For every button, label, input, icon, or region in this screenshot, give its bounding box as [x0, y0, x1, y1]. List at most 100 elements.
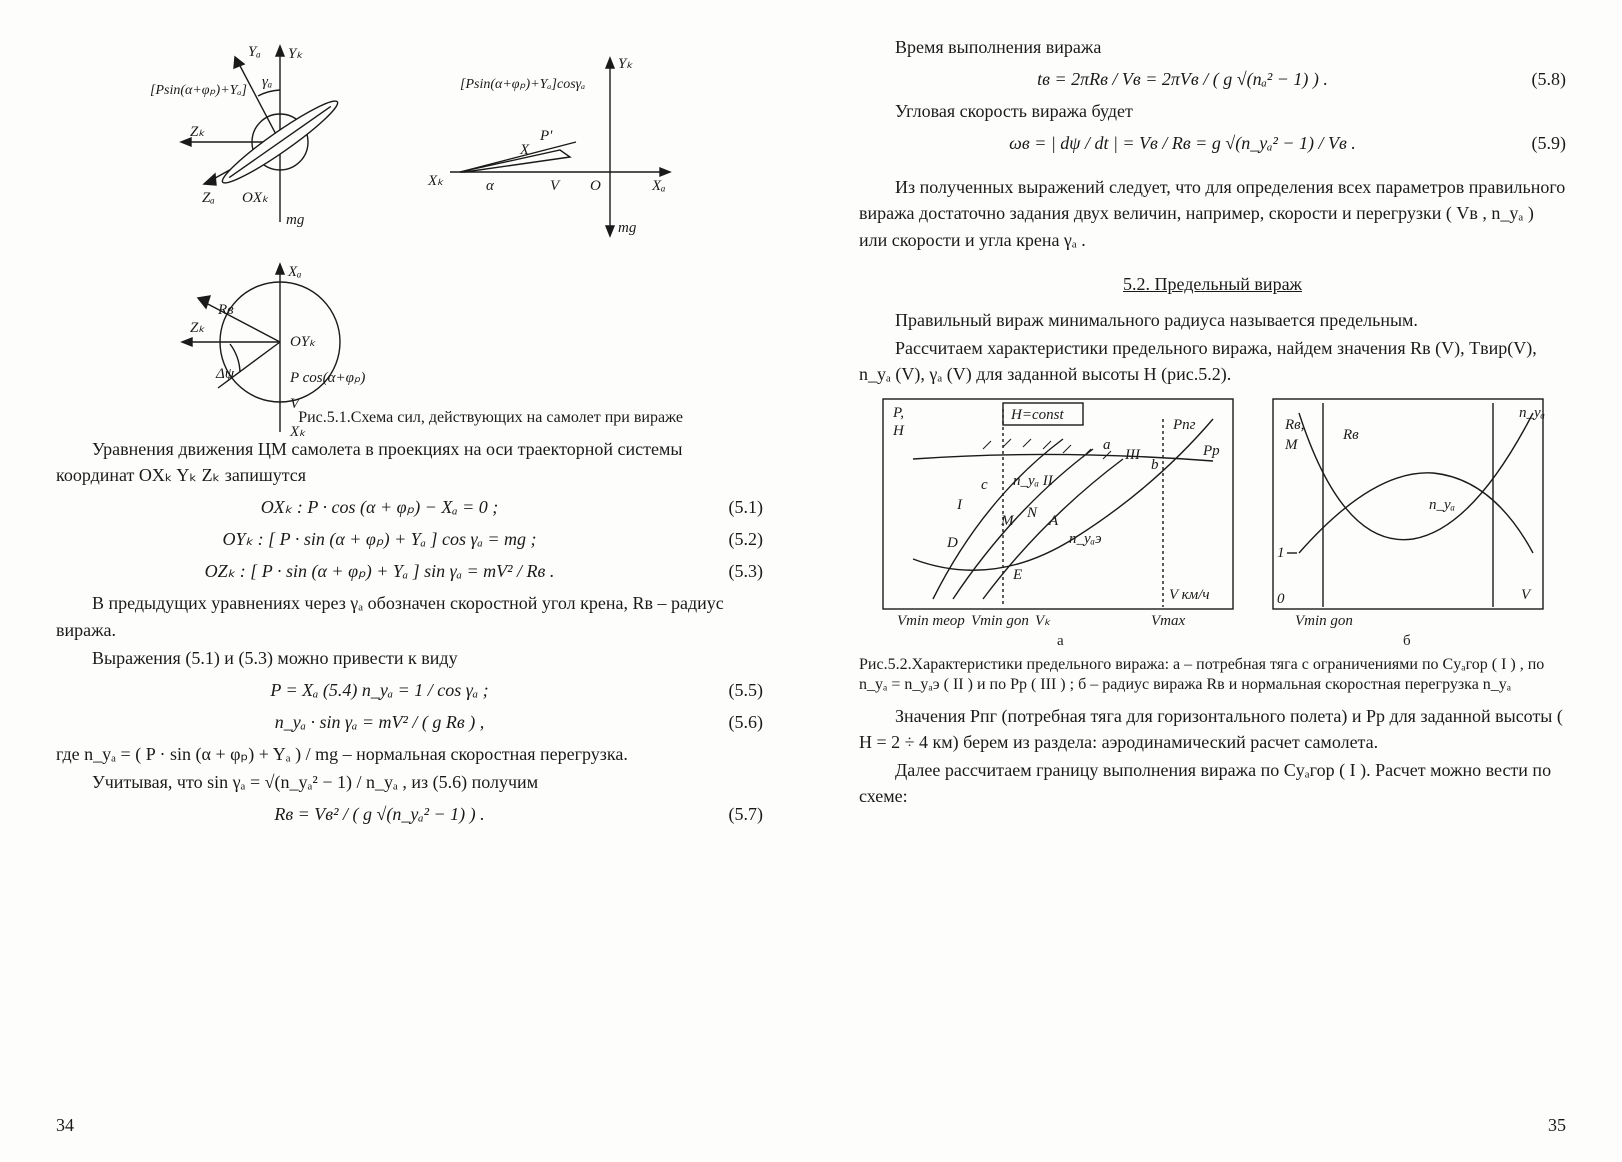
- eq-5-3-num: (5.3): [703, 558, 763, 584]
- svg-text:Pр: Pр: [1202, 443, 1220, 459]
- right-para-1: Время выполнения виража: [859, 34, 1566, 60]
- page-num-right: 35: [1548, 1112, 1566, 1138]
- svg-text:Zₖ: Zₖ: [190, 320, 205, 336]
- eq-5-6-num: (5.6): [703, 709, 763, 735]
- svg-text:H: H: [892, 423, 905, 439]
- svg-text:A: A: [1048, 513, 1059, 529]
- svg-text:mg: mg: [286, 212, 305, 228]
- svg-text:V км/ч: V км/ч: [1169, 587, 1210, 603]
- svg-text:OYₖ: OYₖ: [290, 334, 316, 350]
- eq-5-7: Rв = Vв² / ( g √(n_yₐ² − 1) ) . (5.7): [56, 801, 763, 827]
- left-para-2: В предыдущих уравнениях через γₐ обознач…: [56, 590, 763, 642]
- svg-text:b: b: [1151, 457, 1159, 473]
- eq-5-7-body: Rв = Vв² / ( g √(n_yₐ² − 1) ) .: [56, 801, 703, 827]
- eq-5-2-body: OYₖ : [ P · sin (α + φₚ) + Yₐ ] cos γₐ =…: [56, 526, 703, 552]
- eq-5-8-body: tв = 2πRв / Vв = 2πVв / ( g √(nₐ² − 1) )…: [859, 66, 1506, 92]
- svg-text:M: M: [1000, 513, 1015, 529]
- svg-text:Rв: Rв: [1342, 427, 1359, 443]
- eq-5-5-num: (5.5): [703, 677, 763, 703]
- svg-text:а: а: [1057, 633, 1064, 649]
- eq-5-4-5-body: P = Xₐ (5.4) n_yₐ = 1 / cos γₐ ;: [56, 677, 703, 703]
- svg-text:Δψ: Δψ: [215, 366, 235, 382]
- svg-text:Yₐ: Yₐ: [248, 44, 261, 60]
- svg-text:n_yₐэ: n_yₐэ: [1069, 531, 1102, 547]
- svg-text:V: V: [550, 178, 561, 194]
- svg-text:Yₖ: Yₖ: [288, 46, 303, 62]
- left-para-3: Выражения (5.1) и (5.3) можно привести к…: [56, 645, 763, 671]
- svg-text:P': P': [539, 128, 553, 144]
- svg-text:M: M: [1284, 437, 1299, 453]
- fig-5-2-caption-text: Рис.5.2.Характеристики предельного вираж…: [859, 656, 1544, 693]
- eq-5-9: ωв = | dψ / dt | = Vв / Rв = g √(n_yₐ² −…: [859, 130, 1566, 156]
- page-num-left: 34: [56, 1112, 74, 1138]
- svg-text:X: X: [519, 142, 530, 158]
- right-para-4: Правильный вираж минимального радиуса на…: [859, 307, 1566, 333]
- svg-text:Zₖ: Zₖ: [190, 124, 205, 140]
- right-para-2: Угловая скорость виража будет: [859, 98, 1566, 124]
- svg-text:Zₐ: Zₐ: [202, 190, 215, 206]
- svg-text:[Psin(α+φₚ)+Yₐ]cosγₐ: [Psin(α+φₚ)+Yₐ]cosγₐ: [460, 77, 585, 92]
- right-para-3: Из полученных выражений следует, что для…: [859, 174, 1566, 252]
- eq-5-7-num: (5.7): [703, 801, 763, 827]
- fig-5-2-block: P, H H=const Pпг Pр: [859, 389, 1566, 695]
- svg-text:Vmin теор: Vmin теор: [897, 613, 965, 629]
- fig-5-1-block: Yₐ Yₖ γₐ Zₖ Zₐ [Psin(α+φₚ)+Yₐ] OXₖ mg: [56, 32, 763, 428]
- svg-text:P,: P,: [892, 405, 904, 421]
- svg-text:[Psin(α+φₚ)+Yₐ]: [Psin(α+φₚ)+Yₐ]: [150, 83, 247, 98]
- svg-text:Xₐ: Xₐ: [651, 178, 666, 194]
- eq-5-2-num: (5.2): [703, 526, 763, 552]
- eq-5-1-body: OXₖ : P · cos (α + φₚ) − Xₐ = 0 ;: [56, 494, 703, 520]
- svg-text:Vmax: Vmax: [1151, 613, 1185, 629]
- svg-text:α: α: [486, 178, 495, 194]
- svg-text:Vmin gon: Vmin gon: [971, 613, 1029, 629]
- svg-text:c: c: [981, 477, 988, 493]
- left-para-4: где n_yₐ = ( P · sin (α + φₚ) + Yₐ ) / m…: [56, 741, 763, 767]
- eq-5-6-body: n_yₐ · sin γₐ = mV² / ( g Rв ) ,: [56, 709, 703, 735]
- svg-text:Pпг: Pпг: [1172, 417, 1196, 433]
- fig-5-2-diagram: P, H H=const Pпг Pр: [873, 389, 1553, 649]
- left-para-5: Учитывая, что sin γₐ = √(n_yₐ² − 1) / n_…: [56, 769, 763, 795]
- eq-5-2: OYₖ : [ P · sin (α + φₚ) + Yₐ ] cos γₐ =…: [56, 526, 763, 552]
- left-para-1: Уравнения движения ЦМ самолета в проекци…: [56, 436, 763, 488]
- svg-text:Xₖ: Xₖ: [427, 173, 444, 189]
- fig-5-1-diagram: Yₐ Yₖ γₐ Zₖ Zₐ [Psin(α+φₚ)+Yₐ] OXₖ mg: [130, 32, 690, 452]
- svg-text:H=const: H=const: [1010, 407, 1064, 423]
- eq-5-1-num: (5.1): [703, 494, 763, 520]
- svg-text:Xₐ: Xₐ: [287, 264, 302, 280]
- svg-text:Rв: Rв: [217, 302, 234, 318]
- svg-text:n_yₐ II: n_yₐ II: [1013, 473, 1054, 489]
- svg-text:OXₖ: OXₖ: [242, 190, 269, 206]
- page-35: Время выполнения виража tв = 2πRв / Vв =…: [811, 0, 1622, 1162]
- svg-text:n_yₐ: n_yₐ: [1429, 497, 1455, 513]
- eq-5-1: OXₖ : P · cos (α + φₚ) − Xₐ = 0 ; (5.1): [56, 494, 763, 520]
- svg-text:Yₖ: Yₖ: [618, 56, 633, 72]
- fig-5-2-caption: Рис.5.2.Характеристики предельного вираж…: [859, 655, 1566, 695]
- svg-text:V: V: [1521, 587, 1532, 603]
- page-34: Yₐ Yₖ γₐ Zₖ Zₐ [Psin(α+φₚ)+Yₐ] OXₖ mg: [0, 0, 811, 1162]
- eq-5-3-body: OZₖ : [ P · sin (α + φₚ) + Yₐ ] sin γₐ =…: [56, 558, 703, 584]
- svg-text:γₐ: γₐ: [262, 74, 272, 90]
- right-para-6: Значения Pпг (потребная тяга для горизон…: [859, 703, 1566, 755]
- svg-text:Vₖ: Vₖ: [1035, 613, 1051, 629]
- eq-5-8-num: (5.8): [1506, 66, 1566, 92]
- right-para-7: Далее рассчитаем границу выполнения вира…: [859, 757, 1566, 809]
- svg-text:a: a: [1103, 437, 1111, 453]
- fig-5-1-caption-text: Рис.5.1.Схема сил, действующих на самоле…: [298, 409, 683, 426]
- svg-text:O: O: [590, 178, 601, 194]
- eq-5-6: n_yₐ · sin γₐ = mV² / ( g Rв ) , (5.6): [56, 709, 763, 735]
- svg-text:P cos(α+φₚ): P cos(α+φₚ): [289, 370, 365, 386]
- svg-text:III: III: [1124, 447, 1141, 463]
- section-5-2-title: 5.2. Предельный вираж: [859, 271, 1566, 297]
- eq-5-9-body: ωв = | dψ / dt | = Vв / Rв = g √(n_yₐ² −…: [859, 130, 1506, 156]
- svg-text:D: D: [946, 535, 958, 551]
- eq-5-8: tв = 2πRв / Vв = 2πVв / ( g √(nₐ² − 1) )…: [859, 66, 1566, 92]
- svg-text:E: E: [1012, 567, 1022, 583]
- svg-text:N: N: [1026, 505, 1038, 521]
- eq-5-9-num: (5.9): [1506, 130, 1566, 156]
- right-para-5: Рассчитаем характеристики предельного ви…: [859, 335, 1566, 387]
- svg-text:mg: mg: [618, 220, 637, 236]
- svg-text:I: I: [956, 497, 963, 513]
- svg-text:n_yₐ: n_yₐ: [1519, 405, 1545, 421]
- svg-text:Vmin gon: Vmin gon: [1295, 613, 1353, 629]
- svg-text:1: 1: [1277, 545, 1285, 561]
